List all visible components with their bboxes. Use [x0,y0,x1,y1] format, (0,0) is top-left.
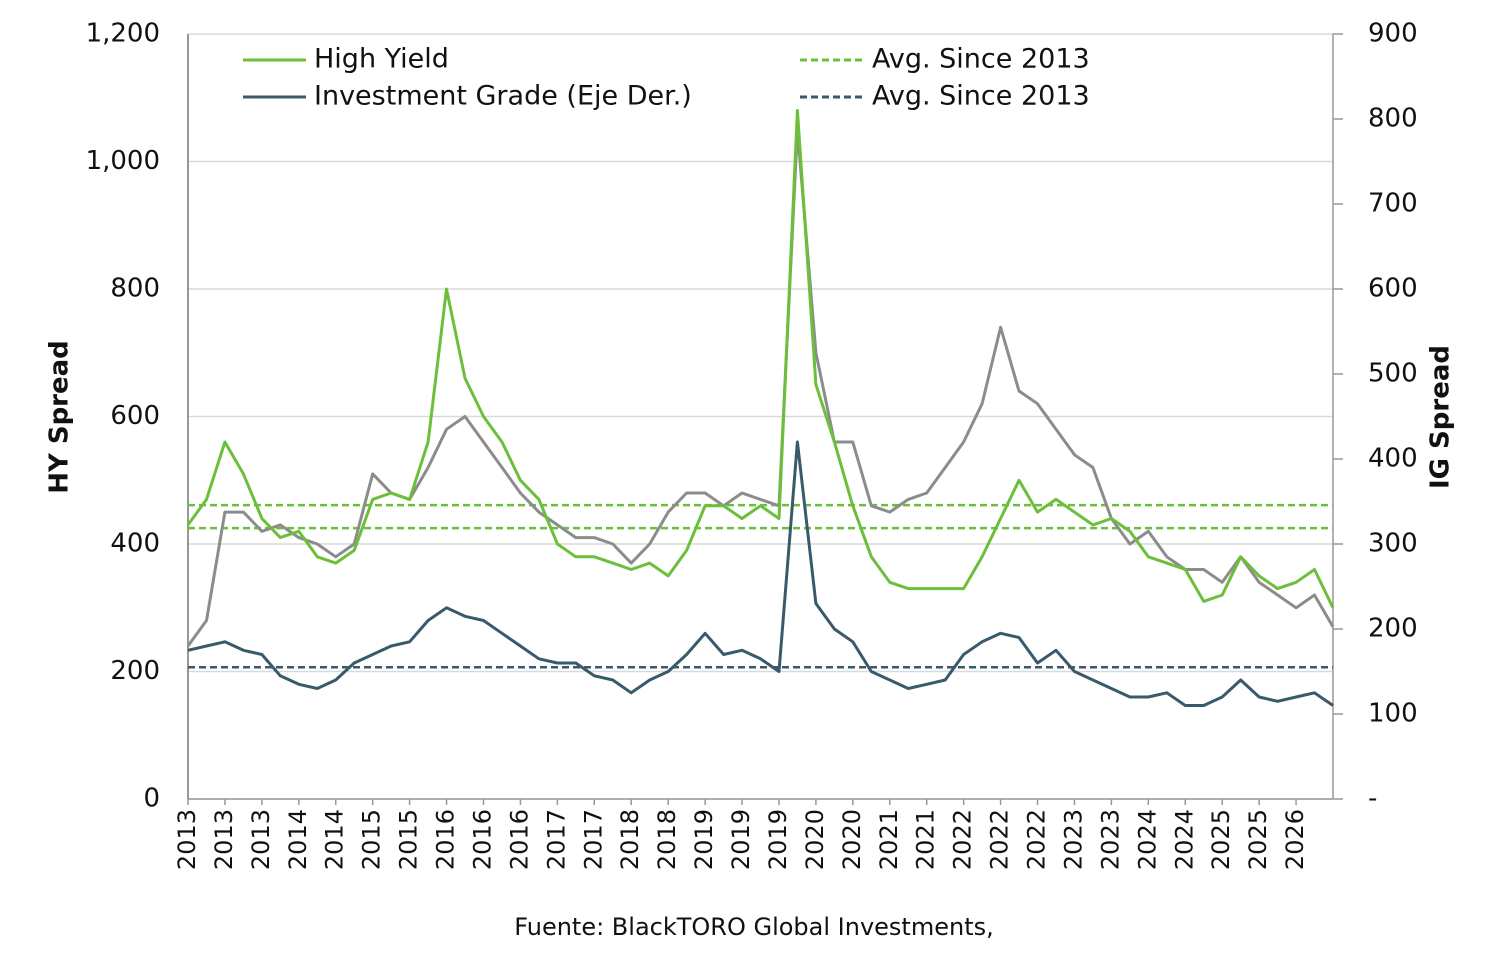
x-tick-label: 2023 [1059,809,1087,870]
y-tick-label: 600 [110,401,160,431]
y-axis-label: HY Spread [45,340,75,494]
x-tick-label: 2013 [247,809,275,870]
legend-label: Avg. Since 2013 [872,44,1090,75]
legend-label: Avg. Since 2013 [872,81,1090,112]
y2-tick-label: - [1368,784,1377,814]
x-tick-label: 2021 [875,809,903,870]
x-tick-label: 2015 [358,809,386,870]
series-line [187,440,1334,707]
y2-tick-label: 300 [1368,529,1418,559]
series-line [186,128,1335,647]
y2-tick-label: 600 [1368,274,1418,304]
x-tick-label: 2023 [1096,809,1124,870]
y2-tick-label: 400 [1368,444,1418,474]
x-tick-label: 2026 [1281,809,1309,870]
y2-tick-label: 900 [1368,19,1418,49]
x-tick-label: 2024 [1170,809,1198,870]
y2-tick-label: 800 [1368,104,1418,134]
x-tick-label: 2020 [801,809,829,870]
x-tick-label: 2021 [912,809,940,870]
legend-label: Investment Grade (Eje Der.) [314,81,692,112]
x-tick-label: 2019 [764,809,792,870]
y2-tick-label: 100 [1368,699,1418,729]
x-tick-label: 2016 [432,809,460,870]
source: Fuente: BlackTORO Global Investments, [514,913,994,941]
x-tick-label: 2024 [1133,809,1161,870]
x-tick-label: 2016 [505,809,533,870]
x-tick-label: 2020 [838,809,866,870]
legend-label: High Yield [314,44,449,75]
y2-tick-label: 700 [1368,189,1418,219]
y-tick-label: 0 [143,784,160,814]
x-tick-label: 2017 [542,809,570,870]
x-tick-label: 2013 [210,809,238,870]
x-tick-label: 2016 [468,809,496,870]
x-tick-label: 2018 [616,809,644,870]
x-tick-label: 2025 [1207,809,1235,870]
y-tick-label: 200 [110,656,160,686]
x-tick-label: 2013 [173,809,201,870]
y-tick-label: 1,000 [86,146,160,176]
x-tick-label: 2017 [579,809,607,870]
y-tick-label: 1,200 [86,19,160,49]
x-tick-label: 2015 [395,809,423,870]
x-tick-label: 2014 [321,809,349,870]
x-tick-label: 2022 [949,809,977,870]
x-tick-label: 2022 [986,809,1014,870]
y-tick-label: 800 [110,274,160,304]
y2-axis-label: IG Spread [1426,345,1456,489]
y2-tick-label: 500 [1368,359,1418,389]
x-tick-label: 2022 [1023,809,1051,870]
x-tick-label: 2025 [1244,809,1272,870]
x-tick-label: 2018 [653,809,681,870]
y-tick-label: 400 [110,529,160,559]
x-tick-label: 2019 [727,809,755,870]
y2-tick-label: 200 [1368,614,1418,644]
series-line [186,109,1335,609]
x-tick-label: 2014 [284,809,312,870]
x-tick-label: 2019 [690,809,718,870]
